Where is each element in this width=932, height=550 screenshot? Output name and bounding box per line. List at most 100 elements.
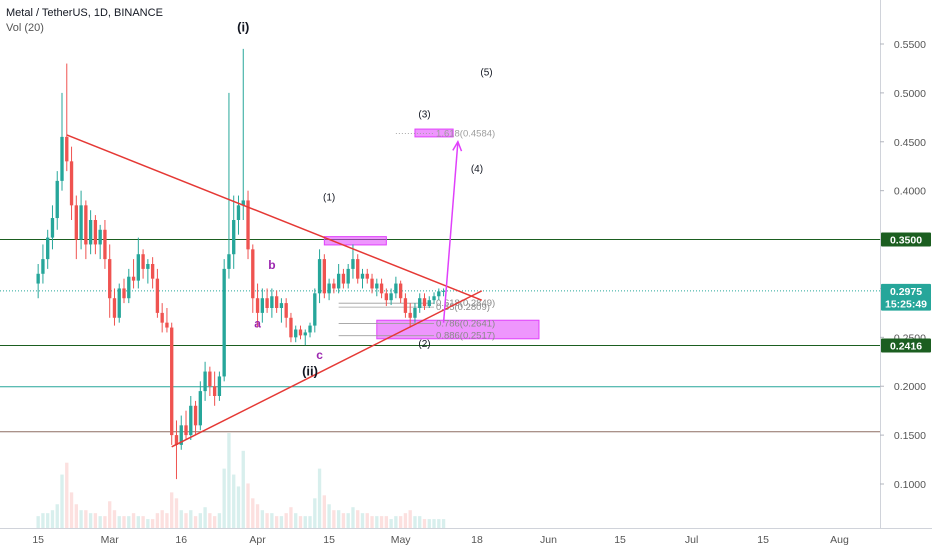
x-tick-label: 16 [175,534,187,546]
volume-bar [356,510,360,528]
candle-body [441,290,446,292]
candle-body [241,200,245,206]
correction-label: b [268,258,275,272]
candle-body [284,303,288,318]
triangle-trendline [66,134,483,301]
candle-body [336,273,341,289]
volume-bar [198,513,202,528]
volume-bar [112,510,117,528]
candle-body [179,425,183,445]
candle-body [289,317,293,338]
volume-bar [437,519,441,528]
volume-bar [65,462,69,528]
candle-body [432,296,436,301]
volume-bar [313,498,317,528]
volume-bar [184,513,188,528]
candle-body [422,298,427,307]
volume-bar [317,468,322,528]
volume-bar [351,507,355,528]
candle-body [150,264,155,279]
candle-body [317,259,322,294]
candle-body [50,218,55,238]
candle-body [236,205,241,220]
volume-bar [55,504,59,528]
price-label-box [881,296,931,311]
candle-body [217,376,222,396]
volume-bar [160,510,164,528]
volume-bar [146,519,150,528]
volume-bar [208,513,212,528]
candle-body [322,259,327,294]
volume-bar [46,513,50,528]
price-label-text: 0.3500 [890,235,922,247]
candle-body [208,371,212,387]
volume-bar [379,516,384,528]
volume-bar [217,513,222,528]
volume-bar [189,510,193,528]
wave-label: (4) [471,164,483,175]
candle-body [365,273,369,279]
candle-body [55,180,59,219]
volume-bar [131,513,136,528]
volume-bar [241,450,245,528]
candle-body [227,254,231,269]
candle-body [127,276,131,299]
candle-body [255,298,260,313]
y-tick-label: 0.5500 [894,39,926,51]
volume-bar [427,519,431,528]
y-tick-label: 0.1500 [894,430,926,442]
candle-body [117,288,121,318]
volume-bar [174,498,179,528]
candle-body [370,278,374,289]
volume-bar [108,501,112,528]
volume-bar [69,492,74,528]
time-axis[interactable]: 15 Mar 16 Apr 15 May 18 Jun 15 Jul 15 Aug [32,534,849,546]
volume-bar [441,519,446,528]
candle-body [413,308,417,318]
candle-body [189,405,193,436]
fib-zone [323,236,387,246]
candle-body [375,283,379,289]
candle-body [212,386,217,396]
y-tick-label: 0.4500 [894,137,926,149]
volume-bar [36,516,40,528]
candle-body [174,435,179,445]
correction-label: a [254,317,261,331]
candle-body [327,283,331,294]
x-tick-label: May [391,534,412,546]
candle-body [384,293,389,301]
candle-body [403,298,408,313]
price-label-box [881,338,931,353]
candle-body [222,268,226,377]
candle-body [198,391,202,426]
volume-bar [284,513,288,528]
candle-body [131,276,136,281]
volume-bar [413,516,417,528]
volume-bar [155,513,160,528]
candle-body [84,205,88,245]
candle-body [141,254,145,269]
volume-bar [212,516,217,528]
candlesticks [36,48,446,480]
candle-body [193,405,198,426]
volume-bar [50,510,55,528]
volume-bar [270,513,274,528]
volume-bar [227,433,231,528]
x-tick-label: Mar [101,534,120,546]
volume-bar [336,510,341,528]
candle-body [394,283,398,294]
volume-bar [398,516,403,528]
candle-body [341,273,346,284]
volume-bar [79,510,83,528]
volume-bar [84,510,88,528]
volume-bar [265,513,269,528]
candle-body [146,264,150,269]
candle-body [274,296,279,308]
x-tick-label: 18 [471,534,483,546]
candle-body [160,312,164,323]
volume-bars [36,433,446,528]
volume-indicator-label[interactable]: Vol (20) [6,22,44,34]
x-tick-label: 15 [323,534,335,546]
